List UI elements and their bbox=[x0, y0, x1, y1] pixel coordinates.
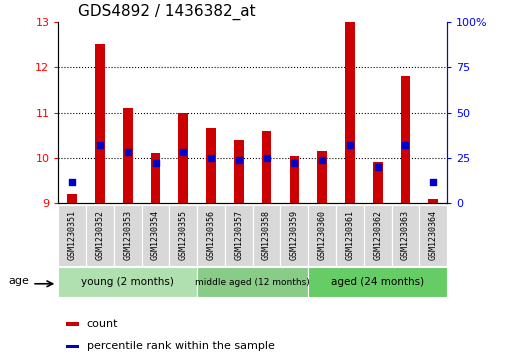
FancyBboxPatch shape bbox=[253, 205, 280, 266]
Bar bbox=[123, 108, 133, 203]
Bar bbox=[206, 129, 216, 203]
Point bbox=[151, 160, 160, 166]
Text: count: count bbox=[87, 319, 118, 329]
Point bbox=[96, 142, 104, 148]
Bar bbox=[66, 322, 79, 326]
Point bbox=[263, 155, 271, 161]
Bar bbox=[290, 156, 299, 203]
FancyBboxPatch shape bbox=[58, 205, 86, 266]
FancyBboxPatch shape bbox=[170, 205, 197, 266]
FancyBboxPatch shape bbox=[419, 205, 447, 266]
Text: GSM1230352: GSM1230352 bbox=[96, 210, 105, 260]
Point bbox=[346, 142, 354, 148]
Point bbox=[179, 150, 187, 155]
Text: GSM1230359: GSM1230359 bbox=[290, 210, 299, 260]
FancyBboxPatch shape bbox=[197, 205, 225, 266]
FancyBboxPatch shape bbox=[114, 205, 142, 266]
Point bbox=[318, 157, 326, 163]
Text: GSM1230362: GSM1230362 bbox=[373, 210, 382, 260]
Bar bbox=[262, 131, 271, 203]
Text: GSM1230364: GSM1230364 bbox=[429, 210, 438, 260]
FancyBboxPatch shape bbox=[308, 268, 447, 297]
FancyBboxPatch shape bbox=[364, 205, 392, 266]
FancyBboxPatch shape bbox=[392, 205, 419, 266]
Bar bbox=[234, 140, 244, 203]
Point bbox=[68, 179, 76, 184]
FancyBboxPatch shape bbox=[86, 205, 114, 266]
FancyBboxPatch shape bbox=[142, 205, 170, 266]
Bar bbox=[318, 151, 327, 203]
Bar bbox=[66, 344, 79, 348]
Text: GSM1230351: GSM1230351 bbox=[68, 210, 77, 260]
Bar bbox=[428, 199, 438, 203]
Bar bbox=[345, 22, 355, 203]
Point bbox=[235, 157, 243, 163]
Point bbox=[124, 150, 132, 155]
Text: GSM1230353: GSM1230353 bbox=[123, 210, 132, 260]
Bar bbox=[373, 163, 383, 203]
Text: middle aged (12 months): middle aged (12 months) bbox=[196, 278, 310, 287]
Bar bbox=[68, 194, 77, 203]
Text: GSM1230354: GSM1230354 bbox=[151, 210, 160, 260]
Bar bbox=[95, 45, 105, 203]
Text: GSM1230356: GSM1230356 bbox=[207, 210, 215, 260]
FancyBboxPatch shape bbox=[336, 205, 364, 266]
Text: GSM1230355: GSM1230355 bbox=[179, 210, 188, 260]
Bar bbox=[400, 76, 410, 203]
Text: aged (24 months): aged (24 months) bbox=[331, 277, 424, 287]
Point bbox=[373, 164, 382, 170]
Text: GDS4892 / 1436382_at: GDS4892 / 1436382_at bbox=[78, 4, 256, 20]
Text: GSM1230357: GSM1230357 bbox=[234, 210, 243, 260]
Text: percentile rank within the sample: percentile rank within the sample bbox=[87, 341, 275, 351]
Point bbox=[290, 160, 298, 166]
Point bbox=[429, 179, 437, 184]
Point bbox=[401, 142, 409, 148]
FancyBboxPatch shape bbox=[308, 205, 336, 266]
Text: young (2 months): young (2 months) bbox=[81, 277, 174, 287]
Bar bbox=[178, 113, 188, 203]
FancyBboxPatch shape bbox=[225, 205, 253, 266]
Text: GSM1230361: GSM1230361 bbox=[345, 210, 355, 260]
Text: age: age bbox=[9, 276, 29, 286]
Text: GSM1230358: GSM1230358 bbox=[262, 210, 271, 260]
FancyBboxPatch shape bbox=[197, 268, 308, 297]
Text: GSM1230360: GSM1230360 bbox=[318, 210, 327, 260]
Text: GSM1230363: GSM1230363 bbox=[401, 210, 410, 260]
FancyBboxPatch shape bbox=[58, 268, 197, 297]
Bar bbox=[151, 154, 161, 203]
FancyBboxPatch shape bbox=[280, 205, 308, 266]
Point bbox=[207, 155, 215, 161]
